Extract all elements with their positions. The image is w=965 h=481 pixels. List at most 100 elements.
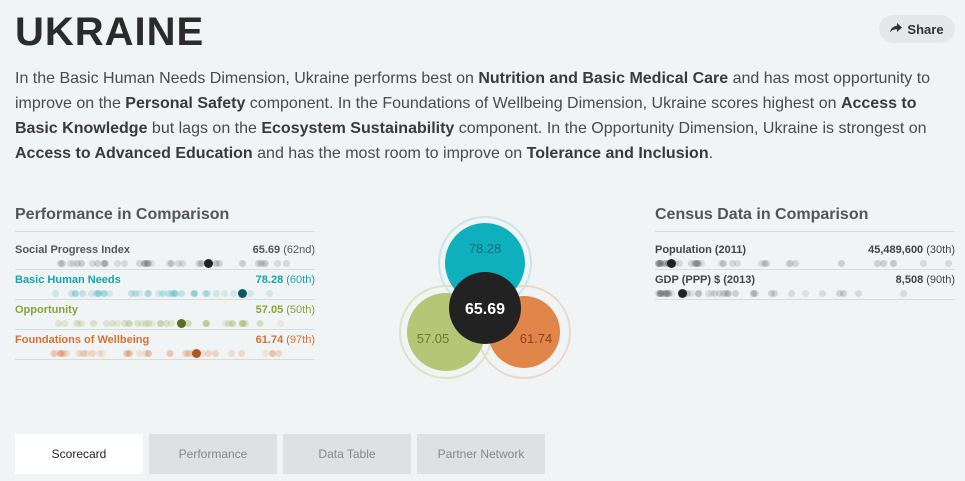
comparison-country-dot	[113, 260, 121, 267]
highlight-component: Personal Safety	[125, 95, 246, 112]
tab-performance[interactable]: Performance	[149, 434, 277, 474]
tab-partner-network[interactable]: Partner Network	[417, 434, 545, 474]
comparison-country-dot	[52, 350, 60, 357]
performance-row-label: Opportunity	[15, 304, 78, 316]
comparison-country-dot	[711, 290, 719, 297]
comparison-country-dot	[665, 290, 673, 297]
comparison-country-dot	[145, 290, 153, 297]
comparison-country-dot	[183, 350, 191, 357]
comparison-country-dot	[168, 320, 176, 327]
performance-row-marker	[238, 289, 248, 298]
comparison-country-dot	[693, 260, 701, 267]
comparison-country-dot	[655, 260, 663, 267]
census-row-score: 45,489,600	[868, 244, 924, 256]
comparison-country-dot	[100, 260, 108, 267]
comparison-country-dot	[98, 350, 106, 357]
venn-top-value: 78.28	[469, 241, 502, 256]
comparison-country-dot	[156, 320, 164, 327]
comparison-country-dot	[215, 260, 223, 267]
comparison-country-dot	[87, 290, 95, 297]
comparison-country-dot	[691, 260, 699, 267]
tab-data-table[interactable]: Data Table	[283, 434, 411, 474]
census-row-rank: (90th)	[926, 274, 955, 286]
row-divider	[15, 269, 315, 270]
comparison-country-dot	[662, 290, 670, 297]
comparison-country-dot	[945, 260, 953, 267]
divider	[655, 231, 955, 232]
comparison-country-dot	[52, 290, 60, 297]
comparison-country-dot	[721, 290, 729, 297]
comparison-country-dot	[768, 290, 776, 297]
comparison-country-dot	[227, 350, 235, 357]
comparison-country-dot	[108, 320, 116, 327]
comparison-country-dot	[698, 260, 706, 267]
comparison-country-dot	[257, 260, 265, 267]
comparison-country-dot	[269, 350, 277, 357]
comparison-country-dot	[144, 320, 152, 327]
comparison-country-dot	[656, 260, 664, 267]
comparison-country-dot	[221, 290, 229, 297]
comparison-country-dot	[145, 350, 153, 357]
comparison-country-dot	[126, 320, 134, 327]
comparison-country-dot	[148, 320, 156, 327]
share-label: Share	[907, 21, 944, 37]
performance-row-score: 61.74	[255, 334, 284, 346]
comparison-country-dot	[71, 290, 79, 297]
performance-row-rank: (97th)	[286, 334, 315, 346]
performance-row-rank: (62nd)	[283, 244, 315, 256]
comparison-country-dot	[61, 320, 69, 327]
comparison-country-dot	[787, 260, 795, 267]
summary-text: In the Basic Human Needs Dimension, Ukra…	[15, 70, 931, 162]
census-row-distribution	[655, 259, 955, 269]
venn-diagram: 78.28 57.05 61.74 65.69	[399, 216, 571, 379]
comparison-country-dot	[94, 290, 102, 297]
comparison-country-dot	[198, 260, 206, 267]
comparison-country-dot	[56, 260, 64, 267]
comparison-country-dot	[171, 290, 179, 297]
comparison-country-dot	[273, 260, 281, 267]
comparison-country-dot	[57, 350, 65, 357]
comparison-country-dot	[88, 260, 96, 267]
comparison-country-dot	[79, 350, 87, 357]
comparison-country-dot	[90, 320, 98, 327]
comparison-country-dot	[655, 260, 663, 267]
comparison-country-dot	[57, 350, 65, 357]
comparison-country-dot	[158, 290, 165, 297]
comparison-country-dot	[761, 260, 768, 267]
performance-row-distribution	[15, 319, 315, 329]
comparison-country-dot	[71, 290, 79, 297]
share-button[interactable]: Share	[879, 15, 955, 43]
comparison-country-dot	[873, 260, 881, 267]
comparison-country-dot	[181, 350, 189, 357]
comparison-country-dot	[105, 290, 113, 297]
comparison-country-dot	[265, 290, 273, 297]
performance-row-label: Basic Human Needs	[15, 274, 121, 286]
performance-row-value: 65.69 (62nd)	[165, 244, 315, 256]
comparison-country-dot	[125, 320, 133, 327]
comparison-country-dot	[136, 350, 144, 357]
comparison-country-dot	[78, 320, 86, 327]
comparison-country-dot	[195, 260, 203, 267]
comparison-country-dot	[692, 260, 700, 267]
venn-left-value: 57.05	[417, 331, 450, 346]
census-row-label: GDP (PPP) $ (2013)	[655, 274, 756, 286]
comparison-country-dot	[675, 260, 683, 267]
comparison-country-dot	[56, 350, 64, 357]
comparison-country-dot	[132, 290, 139, 297]
comparison-country-dot	[143, 260, 151, 267]
comparison-country-dot	[156, 320, 164, 327]
comparison-country-dot	[229, 290, 237, 297]
comparison-country-dot	[199, 350, 207, 357]
comparison-country-dot	[268, 350, 276, 357]
comparison-country-dot	[203, 290, 211, 297]
comparison-country-dot	[166, 260, 174, 267]
comparison-country-dot	[719, 290, 727, 297]
page-title: UKRAINE	[15, 10, 205, 54]
comparison-country-dot	[197, 260, 205, 267]
tab-scorecard[interactable]: Scorecard	[15, 434, 143, 474]
comparison-country-dot	[136, 260, 144, 267]
comparison-country-dot	[88, 350, 96, 357]
comparison-country-dot	[120, 260, 128, 267]
comparison-country-dot	[221, 320, 229, 327]
comparison-country-dot	[144, 290, 152, 297]
